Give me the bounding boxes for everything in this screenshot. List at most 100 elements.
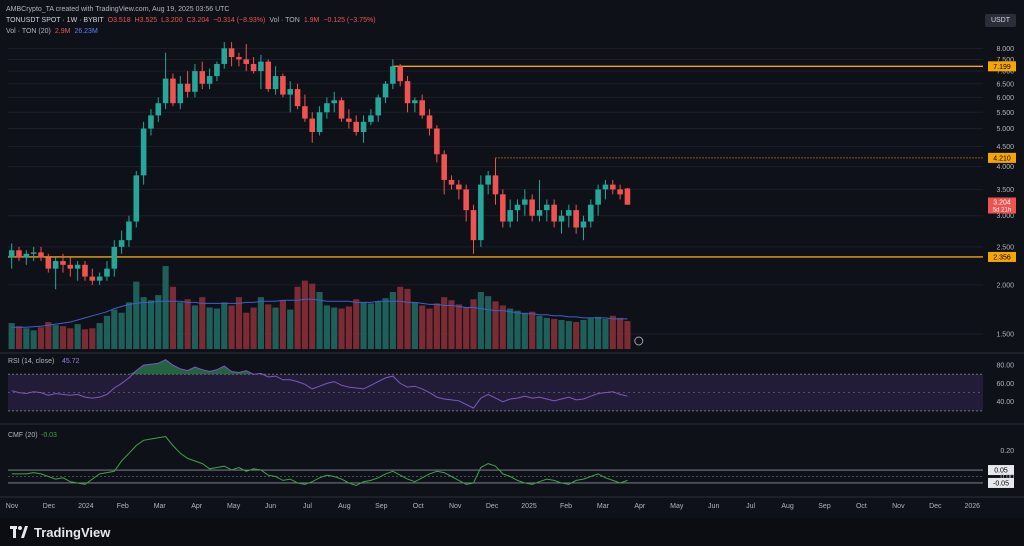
candle-body bbox=[265, 61, 272, 90]
volume-bar bbox=[140, 297, 147, 349]
candle-body bbox=[118, 240, 125, 247]
level-badge bbox=[988, 61, 1016, 72]
rsi-tick-label: 40.00 bbox=[996, 399, 1014, 406]
candle-body bbox=[456, 184, 462, 190]
volume-bar bbox=[294, 286, 301, 349]
candle-body bbox=[566, 210, 572, 216]
candle-body bbox=[170, 78, 176, 104]
candle-body bbox=[470, 210, 477, 241]
candle-body bbox=[617, 189, 623, 195]
volume-bar bbox=[507, 308, 514, 349]
rsi-tick-label: 60.00 bbox=[996, 381, 1014, 388]
volume-bar bbox=[419, 305, 426, 349]
volume-bar bbox=[587, 317, 594, 349]
cmf-tick-label: 0.20 bbox=[1000, 448, 1014, 455]
volume-bar bbox=[485, 296, 492, 349]
candle-body bbox=[96, 276, 103, 281]
volume-bar bbox=[492, 301, 499, 349]
candle-body bbox=[397, 66, 403, 82]
cmf-line bbox=[11, 435, 628, 487]
candle-body bbox=[602, 184, 609, 190]
currency-badge[interactable]: USDT bbox=[984, 14, 1016, 27]
candle-body bbox=[558, 215, 565, 222]
footer-bar: TradingView bbox=[0, 518, 1024, 546]
candle-body bbox=[140, 128, 147, 176]
candle-body bbox=[30, 252, 37, 254]
price-tick-label: 2.000 bbox=[996, 282, 1014, 289]
candle-body bbox=[441, 154, 447, 180]
candle-body bbox=[184, 83, 191, 92]
price-tick-label: 7.000 bbox=[996, 69, 1014, 76]
volume-bar bbox=[529, 311, 536, 349]
volume-bar bbox=[448, 300, 455, 349]
volume-bar bbox=[624, 321, 631, 349]
candle-body bbox=[573, 210, 579, 228]
volume-bar bbox=[514, 310, 521, 349]
volume-indicator-a: 2.9M bbox=[54, 28, 71, 35]
last-price-countdown: 5d 21h bbox=[993, 207, 1011, 213]
volume-bar bbox=[67, 328, 74, 349]
volume-indicator-label[interactable]: Vol · TON (20) bbox=[6, 28, 51, 35]
volume-bar bbox=[558, 319, 565, 349]
volume-label: Vol · TON bbox=[269, 17, 300, 24]
candle-body bbox=[360, 121, 367, 132]
volume-bar bbox=[573, 322, 580, 349]
volume-ma-line bbox=[11, 298, 628, 328]
candle-body bbox=[390, 66, 396, 84]
time-tick-label: Apr bbox=[634, 503, 646, 510]
volume-bar bbox=[309, 283, 316, 349]
time-tick-label: Dec bbox=[43, 503, 56, 510]
ohlc-open: O3.518 bbox=[107, 17, 131, 24]
tradingview-icon bbox=[10, 526, 28, 538]
volume-bar bbox=[536, 315, 543, 349]
price-chart[interactable]: 8.000 7.500 7.000 6.500 6.000 5.500 5.000 4.500… bbox=[0, 0, 1024, 518]
candle-body bbox=[588, 204, 594, 222]
chart-legend: AMBCrypto_TA created with TradingView.co… bbox=[6, 4, 376, 37]
candle-body bbox=[287, 89, 294, 95]
volume-bar bbox=[595, 316, 602, 349]
volume-bar bbox=[133, 281, 140, 349]
price-tick-label: 1.500 bbox=[996, 332, 1014, 339]
rsi-tick-label: 80.00 bbox=[996, 363, 1014, 370]
candle-body bbox=[580, 221, 587, 228]
volume-bar bbox=[375, 301, 382, 349]
rsi-band bbox=[8, 374, 983, 411]
ohlc-high: H3.525 bbox=[134, 17, 158, 24]
level-label: 2.356 bbox=[993, 254, 1011, 261]
volume-bar bbox=[213, 308, 221, 349]
time-tick-label: Dec bbox=[929, 503, 942, 510]
price-tick-label: 3.500 bbox=[996, 187, 1014, 194]
candle-body bbox=[74, 264, 81, 269]
ohlc-low: L3.200 bbox=[161, 17, 183, 24]
time-tick-label: Jul bbox=[303, 503, 312, 510]
volume-bar bbox=[155, 295, 162, 349]
candle-body bbox=[426, 115, 433, 129]
candle-body bbox=[206, 76, 213, 84]
volume-bar bbox=[353, 299, 360, 349]
candle-body bbox=[133, 175, 140, 222]
volume-bar bbox=[147, 300, 155, 349]
volume-bar bbox=[499, 305, 506, 349]
candle-body bbox=[507, 210, 513, 222]
volume-bar bbox=[221, 302, 228, 349]
candle-body bbox=[610, 184, 616, 190]
time-tick-label: Mar bbox=[597, 503, 610, 510]
candle-body bbox=[478, 184, 484, 241]
candle-body bbox=[177, 83, 184, 104]
time-tick-label: Feb bbox=[117, 503, 129, 510]
candle-body bbox=[214, 63, 220, 77]
volume-bar bbox=[235, 297, 242, 349]
tradingview-logo[interactable]: TradingView bbox=[10, 525, 110, 540]
volume-bar bbox=[397, 286, 404, 349]
volume-bar bbox=[433, 303, 440, 349]
volume-bar bbox=[404, 288, 411, 349]
symbol-title[interactable]: TONUSDT SPOT · 1W · BYBIT bbox=[6, 17, 104, 24]
time-tick-label: Nov bbox=[6, 503, 19, 510]
volume-bar bbox=[162, 266, 169, 349]
candle-body bbox=[463, 189, 469, 211]
volume-bar bbox=[580, 319, 587, 349]
time-tick-label: Jun bbox=[708, 503, 719, 510]
time-tick-label: 2026 bbox=[964, 503, 980, 510]
candle-body bbox=[162, 78, 169, 104]
volume-bar bbox=[250, 307, 257, 349]
